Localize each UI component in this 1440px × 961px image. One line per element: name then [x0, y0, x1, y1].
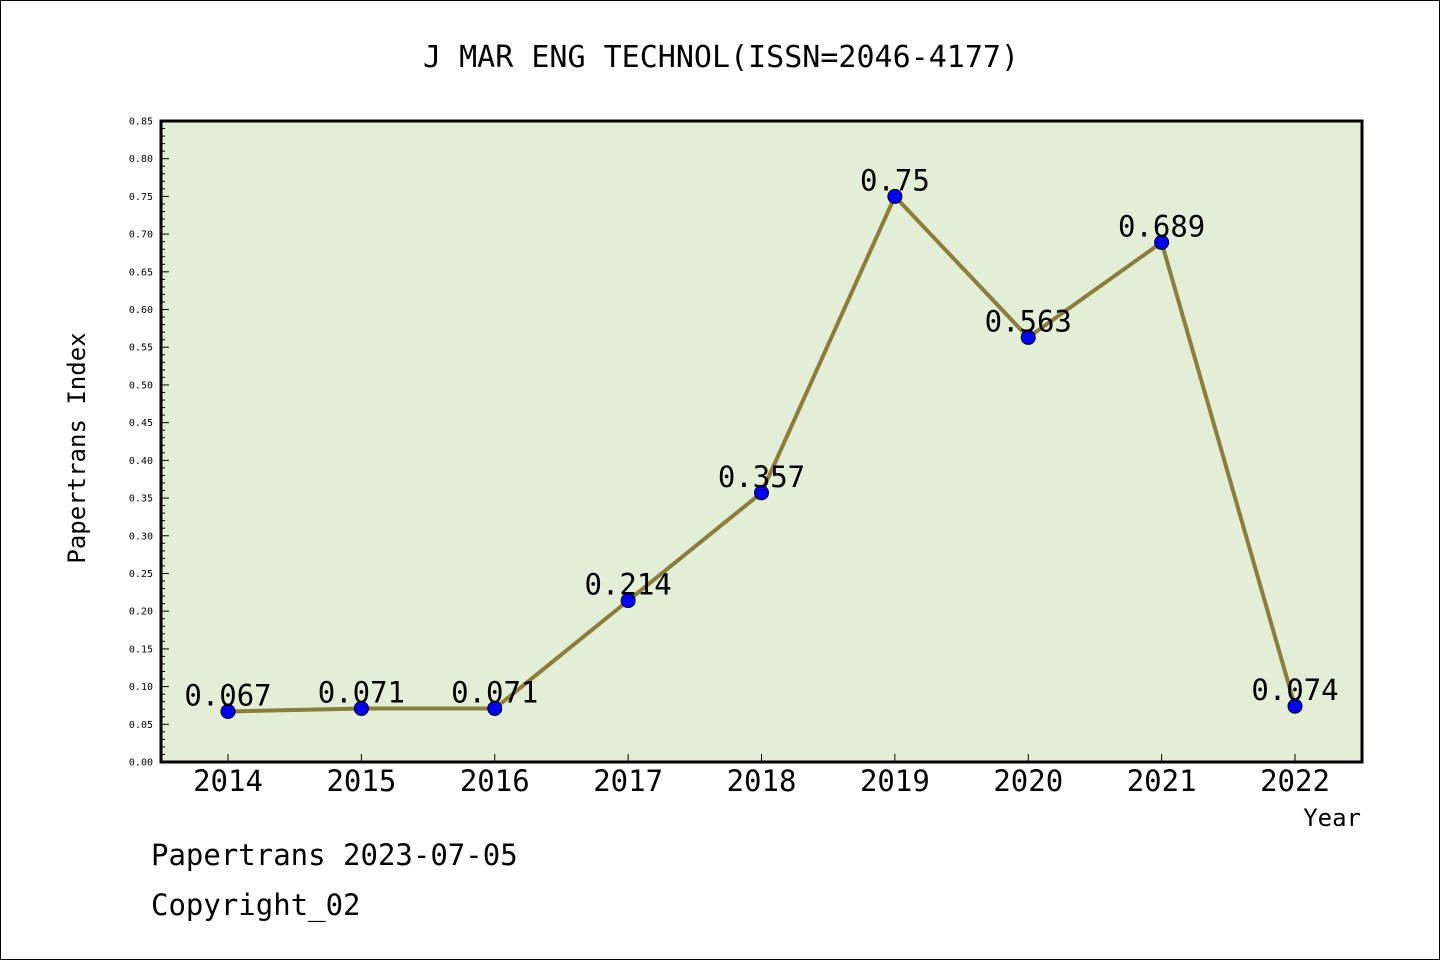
data-point [754, 485, 769, 501]
x-tick-label: 2017 [593, 764, 663, 798]
y-axis-label: Papertrans Index [63, 332, 91, 563]
y-tick-label: 0.85 [129, 117, 153, 128]
y-tick-label: 0.55 [129, 343, 153, 354]
y-tick-label: 0.65 [129, 267, 153, 278]
footer-copyright: Copyright_02 [151, 888, 361, 923]
data-label: 0.074 [1251, 673, 1338, 707]
x-tick-label: 2015 [326, 764, 396, 798]
chart-title: J MAR ENG TECHNOL(ISSN=2046-4177) [423, 40, 1019, 75]
y-tick-label: 0.50 [129, 380, 153, 391]
data-label: 0.214 [584, 568, 671, 602]
x-axis-ticks: 2014 2015 2016 2017 2018 2019 2020 2021 2022 [193, 754, 1330, 798]
data-point [1154, 234, 1170, 250]
x-tick-label: 2014 [193, 764, 263, 798]
data-point [487, 700, 503, 716]
data-label: 0.071 [318, 675, 405, 709]
footer-date: Papertrans 2023-07-05 [151, 838, 518, 872]
data-point [220, 703, 236, 719]
y-tick-label: 0.40 [129, 456, 153, 467]
x-tick-label: 2022 [1260, 764, 1330, 798]
y-tick-label: 0.20 [129, 607, 153, 618]
x-tick-label: 2018 [727, 764, 797, 798]
y-tick-label: 0.80 [129, 154, 153, 165]
x-tick-label: 2020 [993, 764, 1063, 798]
data-label: 0.75 [860, 163, 930, 197]
y-tick-label: 0.30 [129, 531, 153, 542]
x-tick-label: 2021 [1127, 764, 1197, 798]
data-label: 0.067 [184, 678, 271, 712]
data-point [1020, 329, 1036, 345]
y-tick-label: 0.15 [129, 644, 153, 655]
x-tick-label: 2019 [860, 764, 930, 798]
data-point [620, 593, 636, 609]
y-axis-ticks: 0.00 0.05 0.10 0.15 0.20 0.25 0.30 0.35 0.40 0.45… [129, 117, 169, 769]
plot-area [161, 121, 1362, 762]
plot-border [159, 119, 1364, 764]
y-tick-label: 0.10 [129, 682, 153, 693]
data-label: 0.563 [985, 304, 1072, 338]
data-label: 0.071 [451, 675, 538, 709]
y-tick-label: 0.45 [129, 418, 153, 429]
y-tick-label: 0.75 [129, 192, 153, 203]
y-tick-label: 0.05 [129, 720, 153, 731]
x-tick-label: 2016 [460, 764, 530, 798]
series-group: 0.067 0.071 0.071 0.214 0.357 0.75 0.563 0.689 0… [184, 163, 1339, 719]
y-tick-label: 0.70 [129, 230, 153, 241]
x-axis-label: Year [1303, 804, 1361, 832]
data-label: 0.357 [718, 460, 805, 494]
y-tick-label: 0.00 [129, 758, 153, 769]
data-point [887, 188, 903, 204]
data-point [1287, 698, 1303, 714]
y-tick-label: 0.35 [129, 494, 153, 505]
y-tick-label: 0.25 [129, 569, 153, 580]
data-label: 0.689 [1118, 209, 1205, 243]
y-tick-label: 0.60 [129, 305, 153, 316]
data-point [353, 700, 369, 716]
